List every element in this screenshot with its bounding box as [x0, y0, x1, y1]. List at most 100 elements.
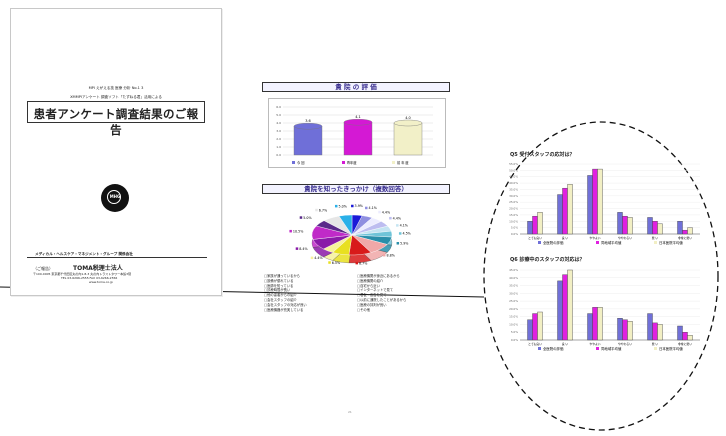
y-tick-label: 20.0% — [509, 307, 518, 311]
trigger-pie-chart: 3.9% 4.1% 4.4% 4.4% 4.1% 4.5% 5.9% 8.8% 8.7% 6.5%… — [264, 203, 450, 273]
cover-title-box: 患者アンケート調査結果のご報告 — [27, 101, 205, 137]
y-tick-label: 3.0 — [276, 129, 281, 133]
bar-top — [393, 119, 423, 127]
pie-label-swatch — [365, 206, 368, 210]
bar — [657, 324, 663, 341]
pie-label-swatch — [396, 242, 400, 245]
bar — [627, 321, 633, 341]
bar — [597, 307, 603, 341]
page-number: 21 — [348, 410, 352, 414]
bar — [557, 194, 563, 235]
answer-item: □自宅から近い — [357, 283, 380, 288]
answer-row: □医療機器が充実している □その他 — [264, 308, 450, 313]
y-tick-label: 50.0% — [509, 168, 518, 172]
legend-label: 全医院の評価 — [543, 240, 564, 245]
report-inner-page: 貴 院 の 評 価 0.0 1.0 2.0 3.0 4.0 5.0 6.0 3.6 今 回 4.1… — [258, 78, 454, 414]
q6-bar-chart: 0.0% 5.0% 10.0% 15.0% 20.0% 25.0% 30.0% 35.0% 40… — [506, 264, 706, 354]
pie-label: 4.1% — [400, 224, 408, 228]
org-name: TOMA税理士法人 — [73, 265, 123, 272]
answer-item: □診療時間が長い — [264, 288, 291, 293]
y-tick-label: 0.0% — [511, 338, 518, 342]
section-title-trigger: 貴院を知ったきっかけ（複数回答） — [262, 184, 450, 194]
x-tick-label: とても良い — [528, 342, 542, 346]
answer-row: □設備が優れている □医療機関の紹介 — [264, 279, 450, 284]
data-label: 4.0 — [405, 116, 411, 120]
legend-swatch — [596, 241, 599, 244]
pie-label: 4.1% — [369, 206, 377, 210]
pie-label: 4.5% — [402, 232, 410, 236]
x-tick-label: 良 い — [562, 342, 569, 346]
pie-label: 8.7% — [359, 261, 367, 265]
bar — [652, 221, 658, 235]
pie-label: 4.4% — [314, 256, 322, 260]
answer-item: □会社スタッフの紹介 — [264, 297, 297, 302]
legend-label: 同地域平均値 — [601, 240, 622, 245]
legend-label: 昨年度 — [347, 160, 357, 165]
y-tick-label: 1.0 — [276, 145, 281, 149]
x-tick-label: ややよい — [589, 342, 600, 346]
y-tick-label: 25.0% — [509, 200, 518, 204]
answer-item: □以前に通院したことがあるから — [357, 297, 407, 302]
cover-subtitle: XMMPIアンケート 調査ソフト「たずねる君」活用による — [70, 95, 162, 99]
bar — [592, 307, 598, 341]
section-title-evaluation: 貴 院 の 評 価 — [262, 82, 450, 92]
y-tick-label: 20.0% — [509, 207, 518, 211]
bar — [293, 126, 323, 156]
pie-label: 4.4% — [393, 216, 401, 220]
answer-item: □家族が通っているから — [264, 274, 300, 278]
bar — [567, 184, 573, 235]
pie-label: 4.4% — [382, 210, 390, 214]
logo-text: MHG — [109, 194, 121, 199]
bar — [532, 215, 538, 235]
legend-swatch — [596, 347, 599, 350]
y-tick-label: 45.0% — [509, 175, 518, 179]
x-tick-label: 良 い — [562, 236, 569, 240]
pie-label-swatch — [398, 232, 402, 235]
pie-label-swatch — [299, 216, 303, 219]
pie-label: 8.4% — [299, 247, 307, 251]
bar — [562, 187, 568, 235]
y-tick-label: 5.0% — [511, 226, 518, 230]
legend-swatch — [342, 161, 345, 164]
y-tick-label: 35.0% — [509, 284, 518, 288]
answer-row: □診療時間が長い □インターネットで見て — [264, 288, 450, 293]
bar — [537, 212, 543, 235]
group-name: メディカル・ヘルスケア・マネジメント・グループ 関係会社 — [35, 252, 133, 256]
legend-swatch — [654, 241, 657, 244]
x-tick-label: 非常に悪い — [678, 236, 692, 240]
pie-label-swatch — [315, 208, 318, 212]
y-tick-label: 55.0% — [509, 162, 518, 166]
y-tick-label: 15.0% — [509, 213, 518, 217]
answer-item: □その他 — [357, 307, 371, 312]
org-url: www.toma.co.jp — [89, 280, 113, 284]
y-tick-label: 10.0% — [509, 219, 518, 223]
evaluation-bar-chart: 0.0 1.0 2.0 3.0 4.0 5.0 6.0 3.6 今 回 4.1 昨年度 4.0 前 年 … — [268, 98, 446, 168]
x-tick-label: とても良い — [528, 236, 542, 240]
y-tick-label: 15.0% — [509, 315, 518, 319]
bar — [393, 122, 423, 156]
y-tick-label: 4.0 — [276, 121, 281, 125]
pie-label-swatch — [355, 261, 359, 265]
legend-label: 全医院の評価 — [543, 346, 564, 351]
answer-row: □家族が通っているから □医療機関が身近にあるから — [264, 274, 450, 279]
bar — [592, 168, 598, 235]
legend-swatch — [654, 347, 657, 350]
bar — [557, 280, 563, 341]
y-tick-label: 25.0% — [509, 299, 518, 303]
data-label: 4.1 — [355, 115, 361, 119]
y-tick-label: 45.0% — [509, 268, 518, 272]
bar — [617, 318, 623, 341]
answer-item: □医療機関の紹介 — [357, 278, 384, 283]
y-tick-label: 6.0 — [276, 105, 281, 109]
bar — [562, 274, 568, 341]
bar — [617, 212, 623, 235]
bar — [677, 325, 683, 341]
pie-label-swatch — [396, 224, 399, 227]
x-tick-label: ややよい — [589, 236, 600, 240]
bar — [657, 223, 663, 235]
pie-label-swatch — [310, 256, 314, 260]
pie-label: 6.7% — [319, 208, 327, 212]
legend-label: 日本医院平均値 — [659, 240, 683, 245]
answer-item: □医療機器が充実している — [264, 307, 304, 312]
answer-item: □医師を知っている — [264, 283, 294, 288]
